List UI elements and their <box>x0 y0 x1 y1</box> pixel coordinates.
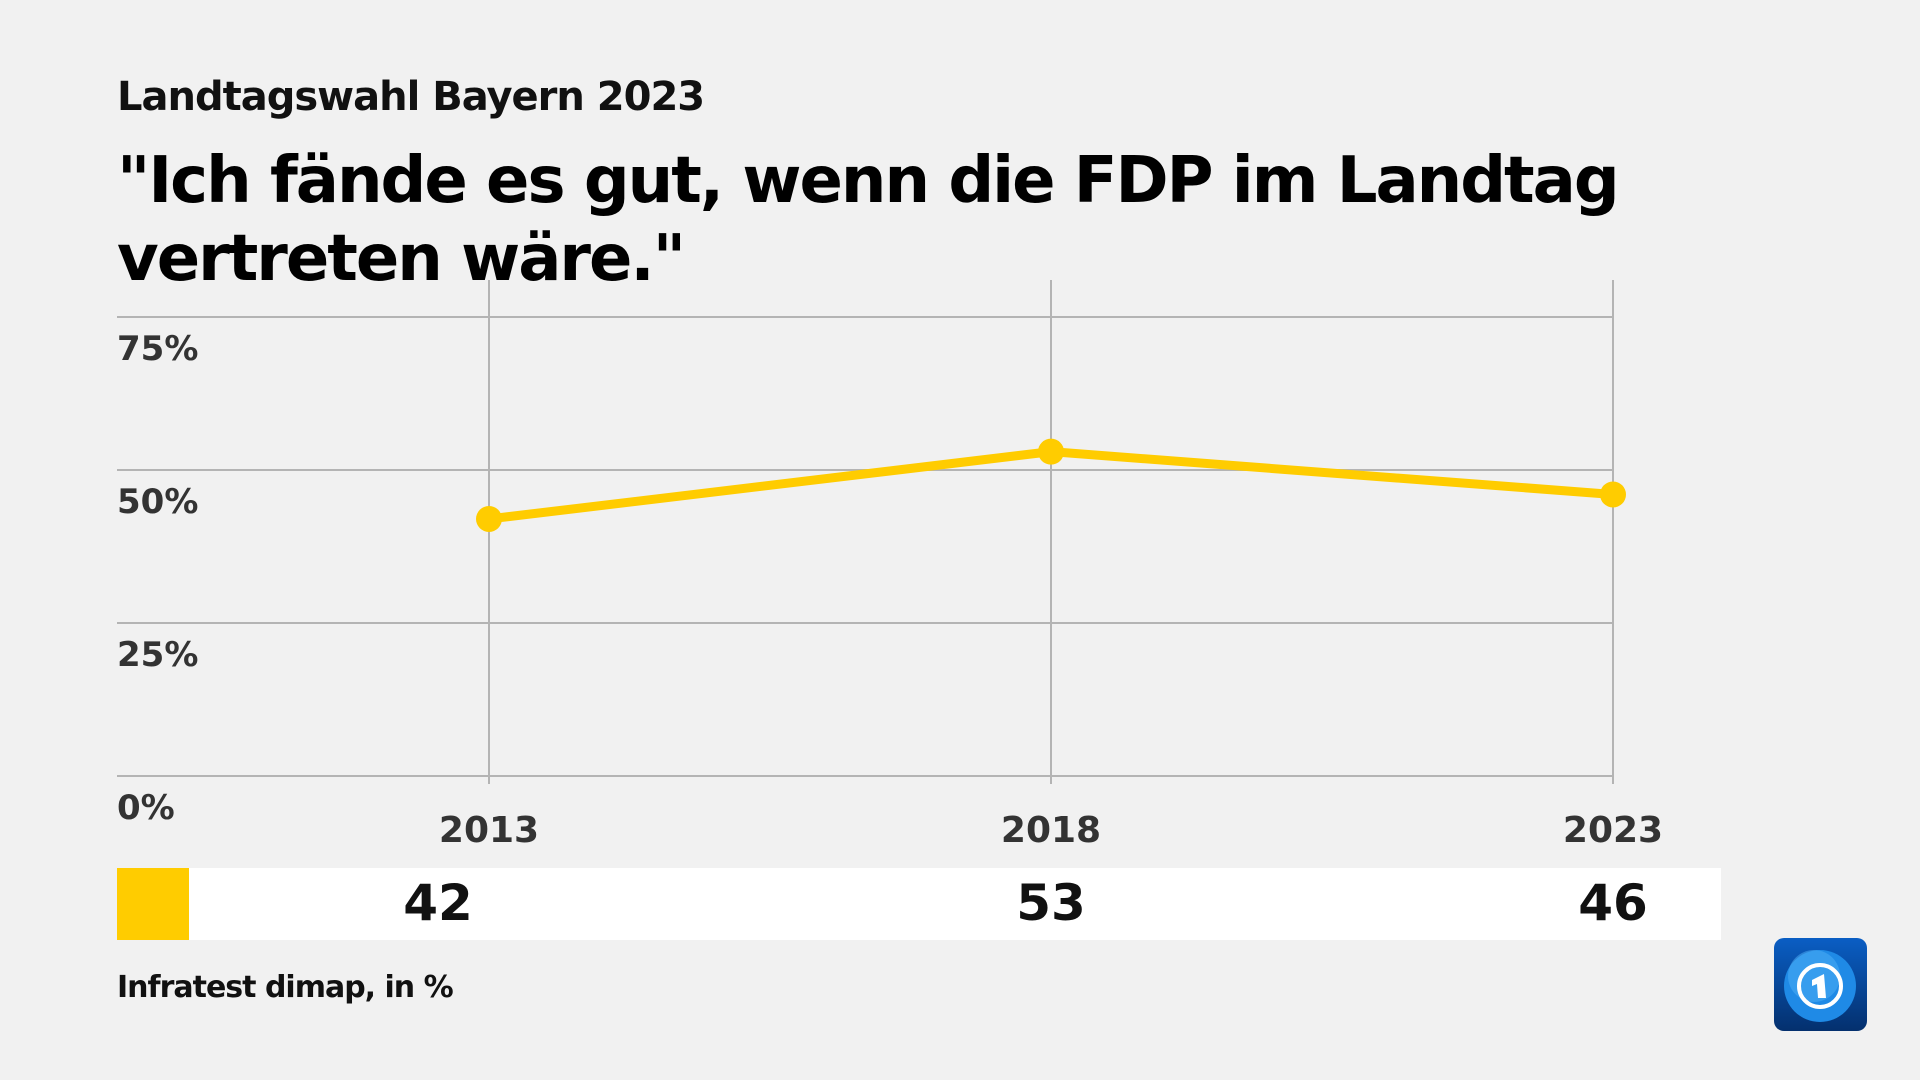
chart-supertitle: Landtagswahl Bayern 2023 <box>117 74 705 120</box>
legend-swatch <box>117 868 189 940</box>
data-point <box>1600 481 1626 508</box>
x-tick-label: 2018 <box>1001 810 1101 851</box>
tagesschau-logo-icon <box>1774 938 1867 1031</box>
data-point <box>1038 438 1064 465</box>
x-tick-label: 2013 <box>439 810 539 851</box>
value-label: 53 <box>1016 874 1086 932</box>
y-tick-label: 0% <box>117 788 175 828</box>
y-tick-label: 75% <box>117 329 198 369</box>
value-label: 46 <box>1578 874 1648 932</box>
y-tick-label: 25% <box>117 635 198 675</box>
y-tick-label: 50% <box>117 482 198 522</box>
value-row: 42 53 46 <box>117 868 1721 940</box>
x-tick-label: 2023 <box>1563 810 1663 851</box>
value-label: 42 <box>403 874 473 932</box>
source-note: Infratest dimap, in % <box>117 970 454 1005</box>
chart-title: "Ich fände es gut, wenn die FDP im Landt… <box>117 144 1620 296</box>
data-point <box>476 505 502 532</box>
